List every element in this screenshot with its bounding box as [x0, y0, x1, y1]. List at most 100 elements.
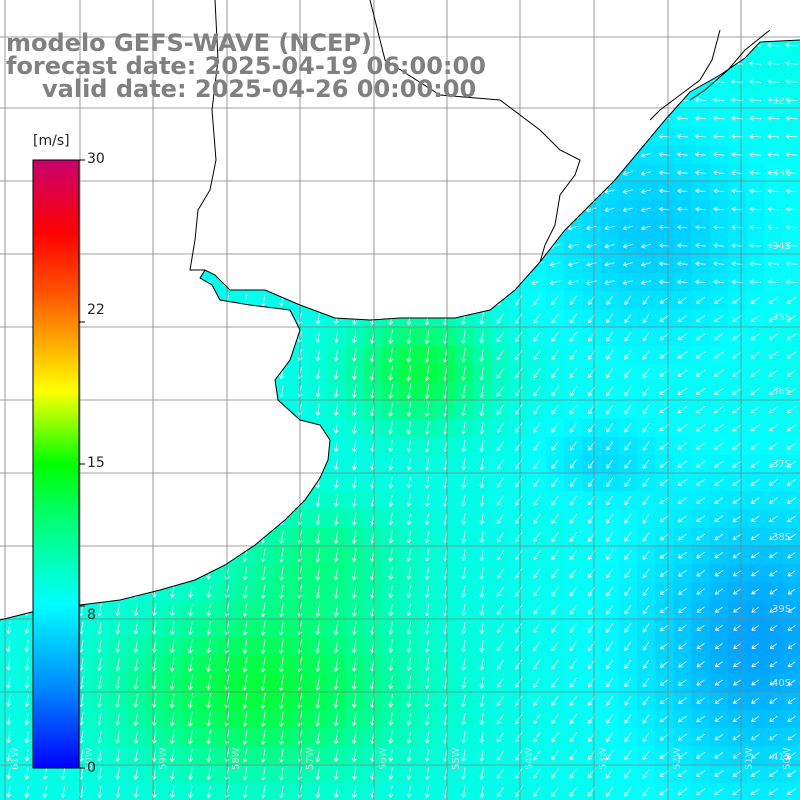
wind-arrow: [569, 386, 577, 397]
speed-cell: [637, 618, 656, 638]
wind-arrow: [732, 733, 742, 741]
speed-cell: [491, 673, 511, 693]
speed-cell: [691, 527, 711, 547]
wind-arrow: [461, 549, 467, 562]
wind-arrow: [515, 459, 523, 470]
wind-arrow: [786, 460, 797, 468]
wind-arrow: [569, 786, 577, 797]
wind-arrow: [606, 659, 614, 670]
speed-cell: [582, 637, 602, 656]
wind-arrow: [787, 733, 796, 741]
wind-arrow: [424, 676, 430, 689]
speed-cell: [746, 491, 765, 511]
wind-arrow: [461, 658, 467, 671]
wind-arrow: [750, 296, 761, 304]
wind-arrow: [97, 657, 102, 671]
speed-cell: [618, 291, 638, 310]
wind-arrow: [713, 442, 724, 450]
wind-arrow: [696, 715, 705, 723]
wind-arrow: [479, 366, 485, 380]
wind-arrow: [496, 531, 505, 543]
wind-arrow: [260, 748, 266, 763]
speed-cell: [564, 728, 583, 747]
colorbar: [32, 159, 85, 769]
wind-arrow: [677, 333, 688, 341]
wind-arrow: [786, 296, 797, 304]
wind-arrow: [732, 533, 742, 541]
speed-cell: [637, 746, 656, 765]
wind-arrow: [569, 404, 577, 415]
speed-cell: [491, 709, 511, 729]
wind-arrow: [787, 770, 797, 777]
wind-arrow: [533, 441, 541, 451]
model-title: modelo GEFS-WAVE (NCEP): [6, 29, 372, 57]
wind-arrow: [388, 730, 394, 744]
wind-arrow: [479, 785, 485, 798]
wind-arrow: [696, 643, 705, 650]
speed-cell: [527, 400, 547, 420]
wind-arrow: [750, 515, 760, 522]
wind-arrow: [133, 639, 139, 653]
wind-arrow: [659, 442, 670, 450]
speed-cell: [618, 546, 638, 565]
speed-cell: [709, 309, 729, 329]
wind-arrow: [785, 97, 798, 103]
wind-arrow: [567, 243, 579, 249]
wind-arrow: [279, 530, 284, 544]
wind-arrow: [569, 295, 577, 306]
wind-arrow: [242, 729, 248, 745]
wind-arrow: [388, 530, 394, 544]
speed-cell: [673, 582, 693, 602]
wind-arrow: [424, 549, 430, 562]
wind-arrow: [787, 533, 797, 541]
wind-arrow: [424, 658, 430, 671]
speed-cell: [491, 655, 511, 674]
wind-arrow: [206, 603, 212, 617]
wind-arrow: [133, 730, 139, 744]
wind-arrow: [695, 351, 706, 359]
wind-arrow: [569, 441, 577, 451]
wind-arrow: [533, 568, 541, 579]
wind-arrow: [242, 674, 248, 691]
wind-arrow: [260, 638, 266, 654]
wind-arrow: [242, 638, 248, 654]
wind-arrow: [115, 621, 121, 635]
speed-cell: [509, 764, 529, 784]
wind-arrow: [659, 224, 670, 230]
wind-arrow: [551, 732, 559, 743]
wind-arrow: [515, 477, 523, 488]
speed-cell: [527, 345, 547, 365]
wind-arrow: [624, 550, 632, 560]
wind-arrow: [768, 497, 779, 504]
speed-cell: [673, 436, 693, 456]
wind-arrow: [677, 751, 688, 759]
wind-arrow: [641, 189, 652, 194]
speed-cell: [564, 691, 583, 711]
wind-arrow: [733, 643, 741, 649]
wind-arrow: [479, 731, 485, 744]
speed-cell: [491, 564, 511, 583]
wind-arrow: [749, 152, 761, 157]
wind-arrow: [424, 749, 430, 762]
wind-arrow: [767, 61, 780, 66]
wind-arrow: [750, 752, 760, 759]
wind-arrow: [606, 331, 614, 342]
wind-arrow: [315, 785, 321, 799]
wind-arrow: [533, 313, 541, 324]
speed-cell: [491, 509, 511, 529]
speed-cell: [655, 527, 674, 547]
lagoon-shore-2: [689, 29, 771, 101]
wind-arrow: [642, 586, 650, 597]
speed-cell: [709, 764, 729, 784]
wind-arrow: [551, 404, 559, 415]
wind-arrow: [115, 657, 121, 671]
wind-arrow: [279, 548, 284, 563]
wind-arrow: [533, 659, 541, 670]
wind-arrow: [678, 643, 687, 650]
wind-arrow: [461, 365, 466, 381]
wind-arrow: [696, 533, 706, 541]
wind-arrow: [695, 442, 706, 450]
wind-arrow: [622, 262, 633, 267]
wind-arrow: [170, 785, 175, 798]
wind-arrow: [695, 224, 706, 230]
